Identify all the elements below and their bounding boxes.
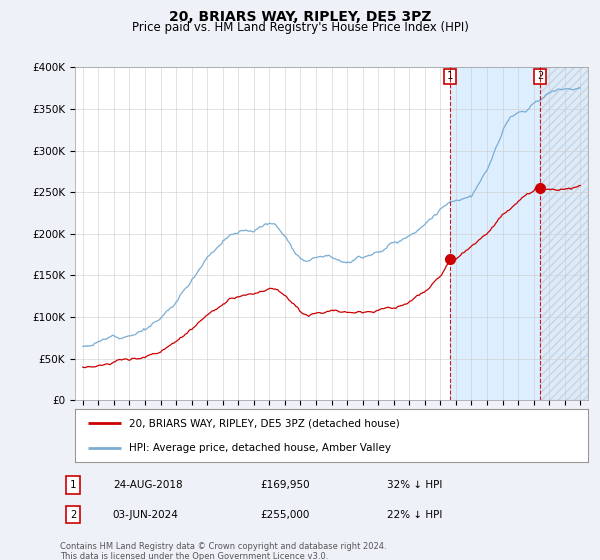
Text: 20, BRIARS WAY, RIPLEY, DE5 3PZ (detached house): 20, BRIARS WAY, RIPLEY, DE5 3PZ (detache… <box>129 418 400 428</box>
Text: Price paid vs. HM Land Registry's House Price Index (HPI): Price paid vs. HM Land Registry's House … <box>131 21 469 34</box>
Text: HPI: Average price, detached house, Amber Valley: HPI: Average price, detached house, Ambe… <box>129 442 391 452</box>
Text: 22% ↓ HPI: 22% ↓ HPI <box>388 510 443 520</box>
Text: 2: 2 <box>70 510 76 520</box>
Bar <box>450 67 540 400</box>
Bar <box>540 67 588 400</box>
Text: 1: 1 <box>70 480 76 490</box>
Text: 20, BRIARS WAY, RIPLEY, DE5 3PZ: 20, BRIARS WAY, RIPLEY, DE5 3PZ <box>169 10 431 24</box>
Text: 2: 2 <box>537 71 543 81</box>
Text: £255,000: £255,000 <box>260 510 310 520</box>
Text: 32% ↓ HPI: 32% ↓ HPI <box>388 480 443 490</box>
Text: 03-JUN-2024: 03-JUN-2024 <box>113 510 179 520</box>
Text: Contains HM Land Registry data © Crown copyright and database right 2024.
This d: Contains HM Land Registry data © Crown c… <box>60 542 386 560</box>
Text: 24-AUG-2018: 24-AUG-2018 <box>113 480 182 490</box>
Text: £169,950: £169,950 <box>260 480 310 490</box>
Text: 1: 1 <box>447 71 453 81</box>
